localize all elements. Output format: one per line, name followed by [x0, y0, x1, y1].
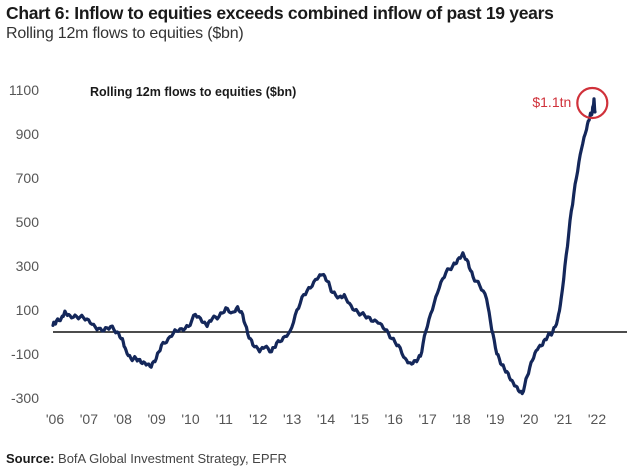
x-tick-label: '10 — [181, 411, 199, 427]
x-tick-label: '08 — [114, 411, 132, 427]
y-tick-label: -300 — [11, 390, 39, 406]
series-line-equity-flows — [51, 97, 597, 396]
x-tick-label: '20 — [520, 411, 538, 427]
y-axis: 1100 900 700 500 300 100 -100 -300 — [9, 82, 39, 406]
x-tick-label: '17 — [419, 411, 437, 427]
y-tick-label: 700 — [16, 170, 40, 186]
y-tick-label: 500 — [16, 214, 40, 230]
x-tick-label: '15 — [351, 411, 369, 427]
peak-annotation-label: $1.1tn — [532, 94, 571, 110]
y-tick-label: 300 — [16, 258, 40, 274]
y-tick-label: -100 — [11, 346, 39, 362]
y-tick-label: 1100 — [9, 82, 39, 98]
x-tick-label: '21 — [554, 411, 572, 427]
x-axis: '06 '07 '08 '09 '10 '11 '12 '13 '14 '15 '16 '17 '18 '… — [46, 411, 606, 427]
x-tick-label: '09 — [148, 411, 166, 427]
x-tick-label: '19 — [486, 411, 504, 427]
y-tick-label: 100 — [16, 302, 40, 318]
x-tick-label: '06 — [46, 411, 64, 427]
x-tick-label: '13 — [283, 411, 301, 427]
x-tick-label: '12 — [249, 411, 267, 427]
x-tick-label: '07 — [80, 411, 98, 427]
peak-highlight-circle — [576, 86, 609, 120]
chart-subtitle: Rolling 12m flows to equities ($bn) — [6, 25, 244, 42]
source-label: Source: — [6, 451, 55, 466]
x-tick-label: '14 — [317, 411, 335, 427]
x-tick-label: '18 — [452, 411, 470, 427]
chart-inner-label: Rolling 12m flows to equities ($bn) — [90, 85, 296, 99]
x-tick-label: '16 — [385, 411, 403, 427]
y-tick-label: 900 — [16, 126, 40, 142]
x-tick-label: '22 — [588, 411, 606, 427]
chart-title: Chart 6: Inflow to equities exceeds comb… — [6, 3, 554, 23]
source-note: Source: BofA Global Investment Strategy,… — [6, 451, 287, 466]
source-text: BofA Global Investment Strategy, EPFR — [58, 451, 287, 466]
x-tick-label: '11 — [216, 411, 233, 427]
